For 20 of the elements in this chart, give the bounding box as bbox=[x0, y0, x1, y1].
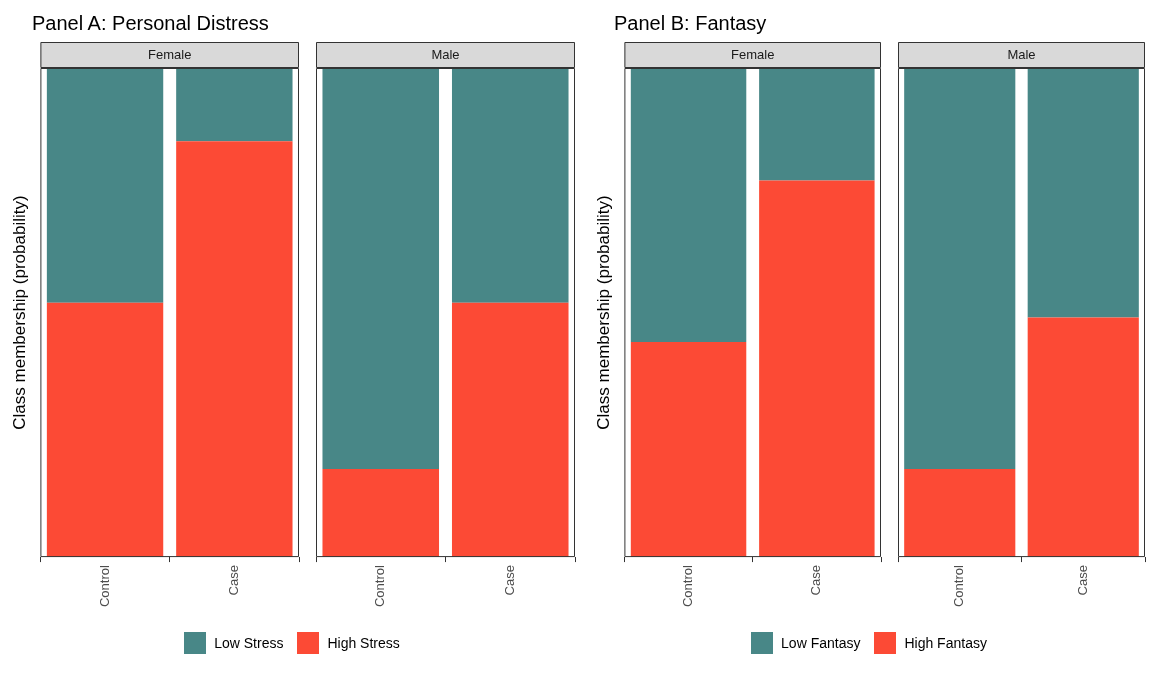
x-tick-label: Control bbox=[372, 565, 388, 608]
x-tick-label: Control bbox=[951, 565, 967, 608]
chart-subtitle: Female bbox=[148, 46, 192, 62]
legend-label: High Fantasy bbox=[904, 635, 987, 651]
chart-subtitle: Male bbox=[1007, 46, 1036, 62]
chart-subtitle: Female bbox=[731, 46, 775, 62]
x-tick-label: Case bbox=[501, 565, 517, 596]
chart-subtitle: Male bbox=[431, 46, 460, 62]
chart-title: Panel B: Fantasy bbox=[613, 11, 768, 36]
x-tick-label: Case bbox=[1074, 565, 1090, 596]
legend-label: Low Fantasy bbox=[781, 635, 861, 651]
y-axis-title: Class membership (probability) bbox=[593, 195, 613, 430]
legend-label: Low Stress bbox=[214, 635, 284, 651]
x-tick-label: Control bbox=[680, 565, 696, 608]
legend-label: High Stress bbox=[327, 635, 400, 651]
x-tick-label: Case bbox=[225, 565, 241, 596]
y-axis-title: Class membership (probability) bbox=[9, 195, 29, 430]
x-tick-label: Case bbox=[808, 565, 824, 596]
x-tick-label: Control bbox=[96, 565, 112, 608]
chart-title: Panel A: Personal Distress bbox=[31, 11, 270, 36]
